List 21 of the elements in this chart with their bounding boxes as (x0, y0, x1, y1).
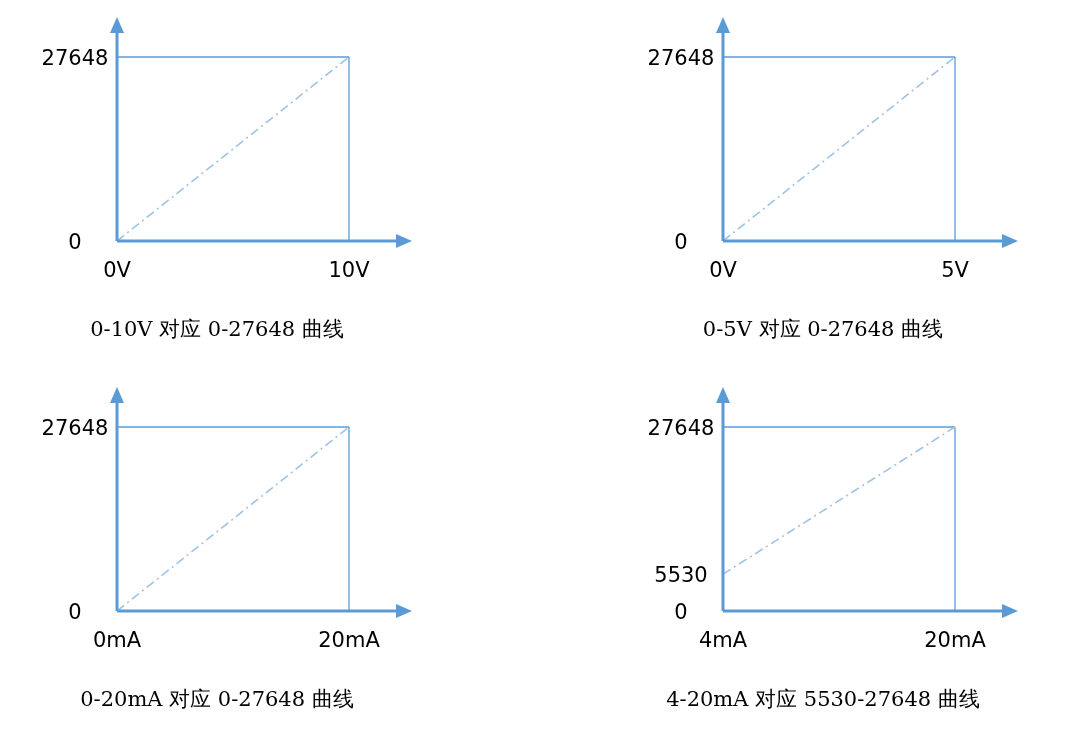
x-tick-label: 20mA (924, 628, 987, 652)
y-tick-label: 0 (68, 600, 82, 624)
y-tick-label: 27648 (41, 416, 109, 440)
x-tick-label: 0V (709, 258, 738, 282)
x-tick-label: 0V (103, 258, 132, 282)
y-tick-label: 0 (674, 230, 688, 254)
x-tick-label: 5V (941, 258, 970, 282)
y-tick-label: 5530 (654, 563, 708, 588)
y-tick-label: 27648 (41, 46, 109, 70)
y-tick-label: 27648 (647, 416, 715, 440)
text: 4-20mA 对应 5530-27648 曲线 (666, 687, 980, 711)
x-tick-label: 10V (328, 258, 371, 282)
x-tick-label: 4mA (698, 628, 748, 652)
x-tick-label: 0mA (92, 628, 142, 652)
y-tick-label: 27648 (647, 46, 715, 70)
y-tick-label: 0 (674, 600, 688, 624)
text: 0-20mA 对应 0-27648 曲线 (80, 687, 354, 711)
x-tick-label: 20mA (318, 628, 381, 652)
text: 0-5V 对应 0-27648 曲线 (702, 317, 944, 341)
text: 0-10V 对应 0-27648 曲线 (90, 317, 344, 341)
y-tick-label: 0 (68, 230, 82, 254)
